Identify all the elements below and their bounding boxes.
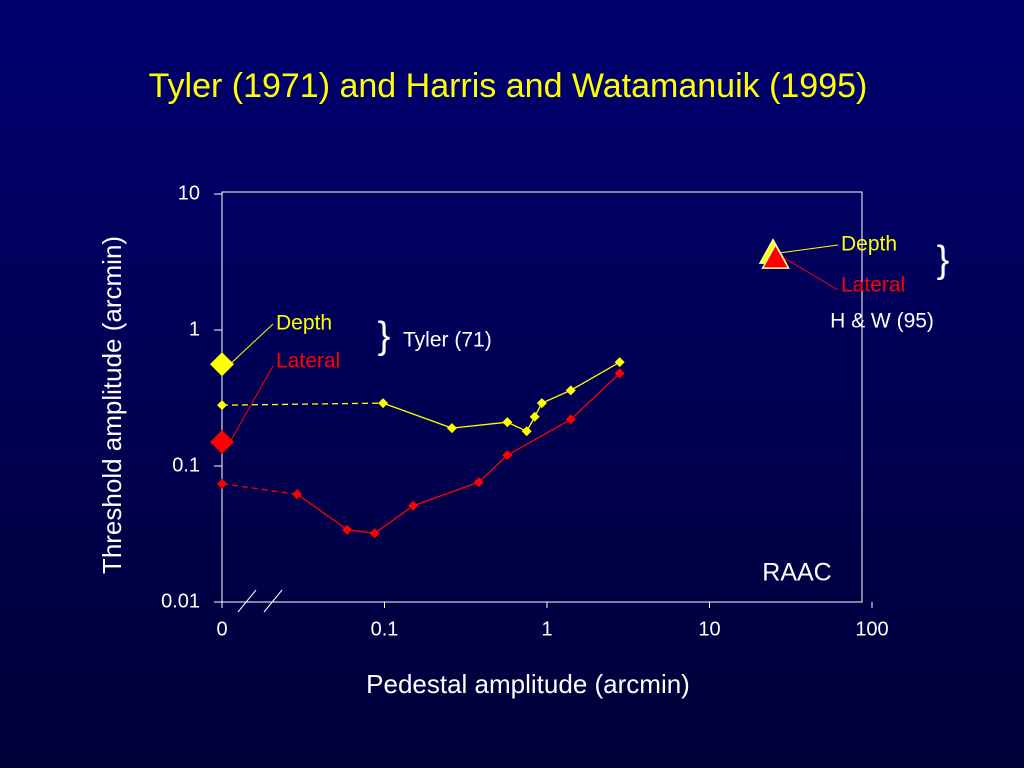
axis-break — [237, 589, 257, 613]
group-label: Depth — [276, 312, 332, 335]
series-segment — [296, 493, 348, 531]
chart-title: Tyler (1971) and Harris and Watamanuik (… — [149, 67, 868, 105]
data-point — [536, 398, 547, 409]
x-axis-label: Pedestal amplitude (arcmin) — [366, 669, 690, 699]
connector — [229, 323, 274, 365]
connector — [783, 257, 839, 291]
data-point — [565, 385, 576, 396]
triangle-marker — [761, 243, 790, 269]
data-point — [502, 417, 513, 428]
x-tick-label: 100 — [855, 618, 888, 640]
y-tick-label: 0.1 — [172, 454, 200, 476]
data-point — [378, 398, 389, 409]
series-segment — [374, 505, 414, 534]
group-label: Depth — [841, 233, 897, 256]
data-point — [614, 357, 625, 368]
series-segment — [221, 483, 298, 495]
data-point — [565, 414, 576, 425]
series-segment — [478, 454, 508, 483]
data-point — [521, 426, 532, 437]
data-point — [369, 528, 380, 539]
series-segment — [221, 402, 384, 406]
series-segment — [382, 402, 453, 429]
group-name: H & W (95) — [830, 310, 934, 333]
diamond-marker — [210, 430, 234, 455]
series-segment — [507, 418, 572, 456]
group-label: Lateral — [276, 350, 340, 373]
data-point — [502, 450, 513, 461]
y-tick-label: 10 — [178, 182, 200, 204]
annotation: RAAC — [762, 559, 831, 587]
x-tick-label: 10 — [698, 618, 720, 640]
data-point — [217, 400, 227, 411]
y-tick-label: 1 — [189, 318, 200, 340]
series-segment — [570, 361, 620, 391]
diamond-marker — [210, 352, 234, 377]
series-segment — [541, 389, 572, 404]
series-segment — [412, 481, 479, 507]
series-segment — [570, 372, 621, 420]
series-segment — [451, 421, 508, 429]
y-axis-label: Threshold amplitude (arcmin) — [97, 236, 127, 574]
group-name: Tyler (71) — [403, 329, 492, 352]
x-tick-label: 0.1 — [371, 618, 399, 640]
axis-break — [263, 589, 283, 613]
brace: } — [378, 315, 391, 357]
brace: } — [937, 239, 950, 281]
data-point — [446, 423, 457, 434]
data-point — [473, 477, 484, 488]
data-point — [217, 478, 227, 489]
x-tick-label: 1 — [541, 618, 552, 640]
data-point — [292, 489, 303, 500]
series-segment — [347, 529, 375, 534]
connector — [229, 365, 274, 443]
connector — [780, 244, 839, 254]
data-point — [342, 524, 353, 535]
x-tick-label: 0 — [216, 618, 227, 640]
data-point — [529, 411, 540, 422]
y-tick-label: 0.01 — [161, 590, 200, 612]
data-point — [614, 368, 625, 379]
data-point — [408, 500, 419, 511]
group-label: Lateral — [841, 274, 905, 297]
plot-frame — [221, 191, 863, 603]
